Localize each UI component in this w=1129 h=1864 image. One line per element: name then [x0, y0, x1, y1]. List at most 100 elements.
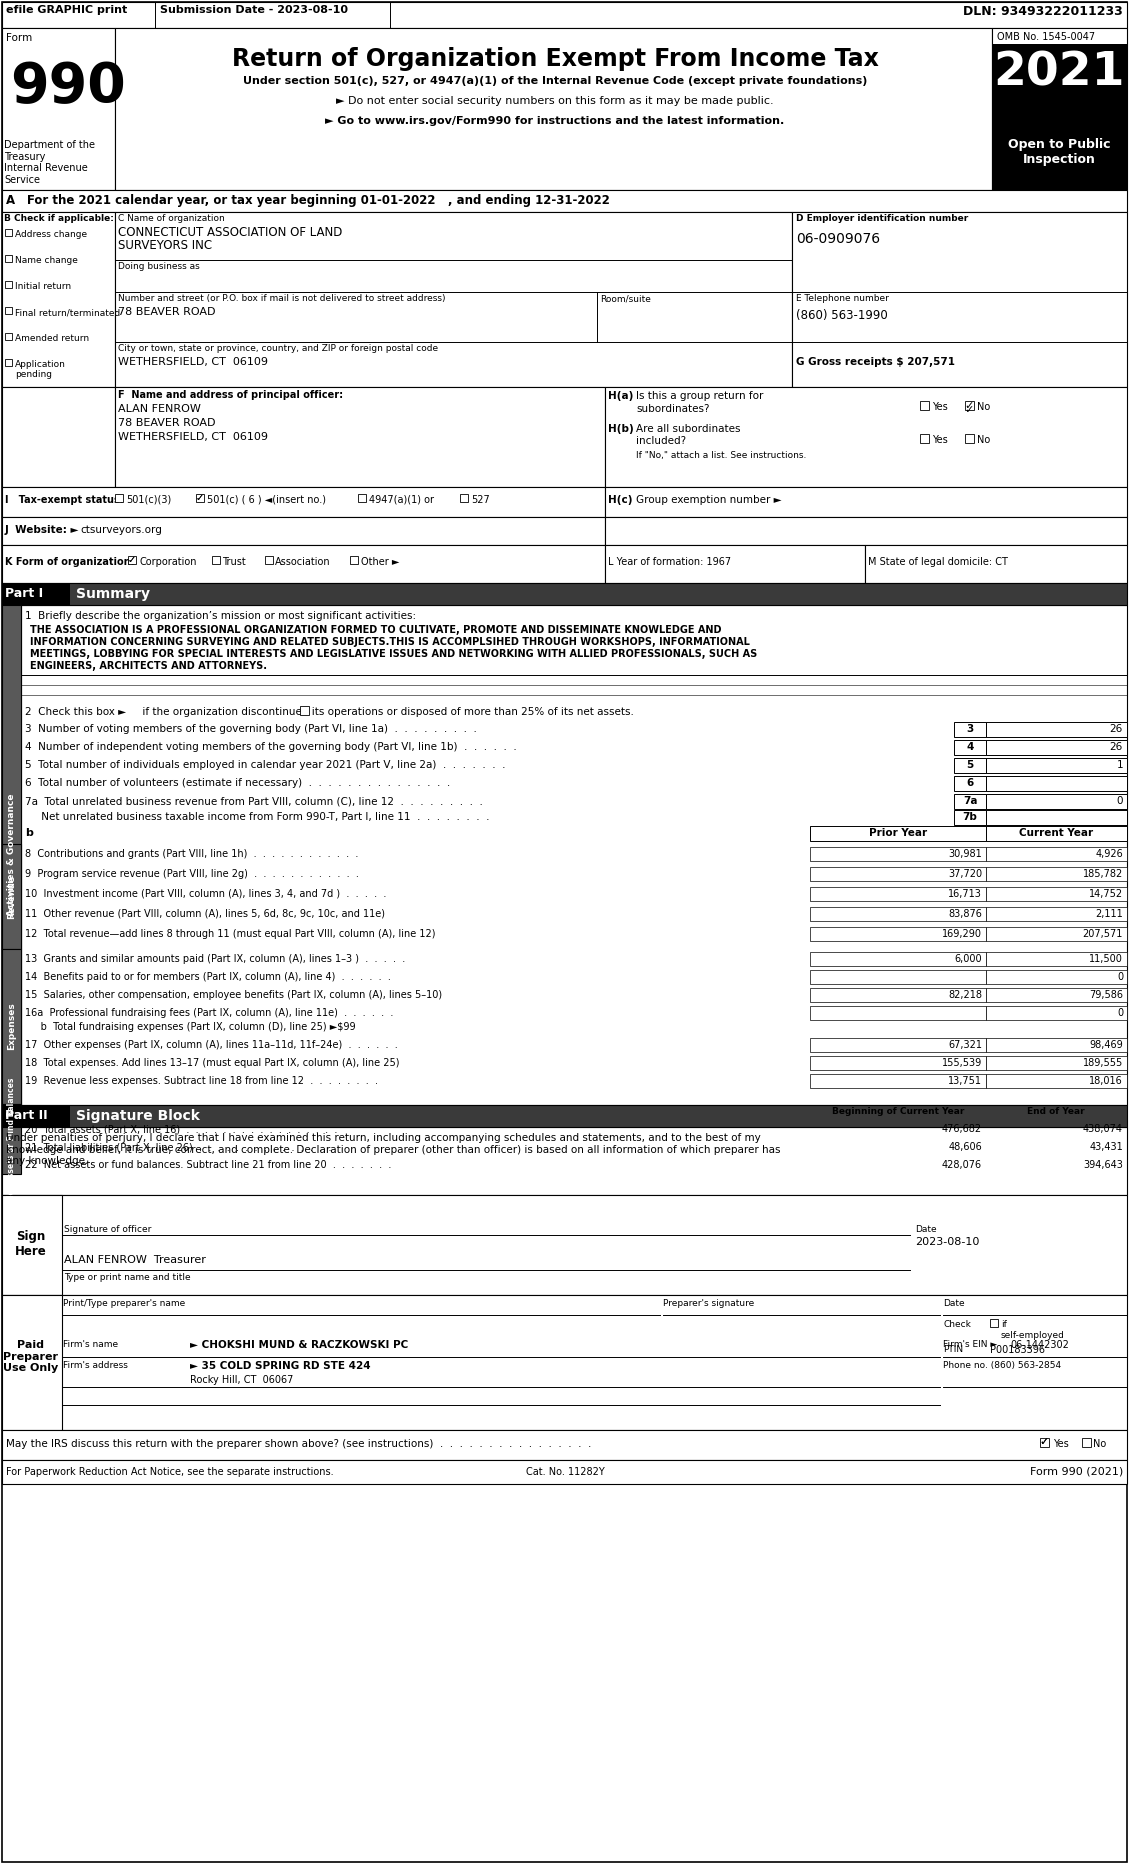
Text: b: b — [25, 828, 33, 839]
Text: 428,076: 428,076 — [942, 1159, 982, 1171]
Bar — [350, 555, 358, 565]
Text: 83,876: 83,876 — [948, 910, 982, 919]
Text: End of Year: End of Year — [1027, 1107, 1085, 1117]
Text: INFORMATION CONCERNING SURVEYING AND RELATED SUBJECTS.THIS IS ACCOMPLSIHED THROU: INFORMATION CONCERNING SURVEYING AND REL… — [30, 637, 750, 647]
Text: Date: Date — [914, 1225, 937, 1234]
Text: 7b: 7b — [963, 813, 978, 822]
Text: 21  Total liabilities (Part X, line 26)  .  .  .  .  .  .  .  .  .  .  .  .  .  : 21 Total liabilities (Part X, line 26) .… — [25, 1143, 332, 1152]
Text: Current Year: Current Year — [1019, 828, 1093, 839]
Text: 78 BEAVER ROAD: 78 BEAVER ROAD — [119, 308, 216, 317]
Text: 43,431: 43,431 — [1089, 1143, 1123, 1152]
Bar — [809, 826, 986, 841]
Text: Yes: Yes — [933, 434, 947, 445]
Bar — [5, 281, 12, 289]
Bar — [21, 606, 1127, 1105]
Text: Address change: Address change — [15, 229, 87, 239]
Text: Signature Block: Signature Block — [76, 1109, 200, 1122]
Bar — [965, 434, 974, 444]
Text: No: No — [977, 403, 990, 412]
Text: Firm's address: Firm's address — [63, 1361, 128, 1370]
Bar — [809, 1105, 986, 1120]
Bar — [992, 45, 1127, 125]
Text: 9  Program service revenue (Part VIII, line 2g)  .  .  .  .  .  .  .  .  .  .  .: 9 Program service revenue (Part VIII, li… — [25, 869, 359, 880]
Text: WETHERSFIELD, CT  06109: WETHERSFIELD, CT 06109 — [119, 432, 268, 442]
Text: Form: Form — [6, 34, 33, 43]
Bar — [809, 846, 986, 861]
Bar — [2, 1295, 1127, 1430]
Text: 15  Salaries, other compensation, employee benefits (Part IX, column (A), lines : 15 Salaries, other compensation, employe… — [25, 990, 443, 999]
Bar — [2, 487, 605, 516]
Bar — [986, 867, 1127, 882]
Text: 207,571: 207,571 — [1083, 928, 1123, 939]
Text: 6,000: 6,000 — [954, 954, 982, 964]
Bar — [2, 388, 115, 487]
Bar — [809, 1158, 986, 1172]
Text: ► CHOKSHI MUND & RACZKOWSKI PC: ► CHOKSHI MUND & RACZKOWSKI PC — [190, 1340, 409, 1350]
Bar — [992, 28, 1127, 190]
Text: Under section 501(c), 527, or 4947(a)(1) of the Internal Revenue Code (except pr: Under section 501(c), 527, or 4947(a)(1)… — [243, 76, 867, 86]
Bar — [986, 1141, 1127, 1154]
Text: 10  Investment income (Part VIII, column (A), lines 3, 4, and 7d )  .  .  .  .  : 10 Investment income (Part VIII, column … — [25, 889, 386, 898]
Text: Signature of officer: Signature of officer — [64, 1225, 151, 1234]
Text: F  Name and address of principal officer:: F Name and address of principal officer: — [119, 390, 343, 401]
Text: Yes: Yes — [933, 403, 947, 412]
Text: Sign
Here: Sign Here — [15, 1230, 47, 1258]
Bar — [954, 740, 986, 755]
Text: Room/suite: Room/suite — [599, 295, 651, 304]
Text: P00183396: P00183396 — [990, 1346, 1045, 1355]
Text: if: if — [1001, 1320, 1007, 1329]
Bar — [809, 1141, 986, 1154]
Text: 4: 4 — [966, 742, 973, 751]
Bar — [954, 721, 986, 736]
Bar — [2, 212, 115, 388]
Text: ENGINEERS, ARCHITECTS AND ATTORNEYS.: ENGINEERS, ARCHITECTS AND ATTORNEYS. — [30, 662, 266, 671]
Bar — [809, 988, 986, 1003]
Text: PTIN: PTIN — [943, 1346, 963, 1353]
Bar — [986, 811, 1127, 826]
Bar — [992, 125, 1127, 190]
Text: 4  Number of independent voting members of the governing body (Part VI, line 1b): 4 Number of independent voting members o… — [25, 742, 517, 751]
Text: (860) 563-1990: (860) 563-1990 — [796, 309, 887, 322]
Text: J  Website: ►: J Website: ► — [5, 526, 79, 535]
Text: 2023-08-10: 2023-08-10 — [914, 1238, 979, 1247]
Text: A For the 2021 calendar year, or tax year beginning 01-01-2022   , and ending 12: A For the 2021 calendar year, or tax yea… — [6, 194, 610, 207]
Text: 7a  Total unrelated business revenue from Part VIII, column (C), line 12  .  .  : 7a Total unrelated business revenue from… — [25, 796, 483, 805]
Text: Is this a group return for: Is this a group return for — [636, 391, 763, 401]
Text: L Year of formation: 1967: L Year of formation: 1967 — [609, 557, 732, 567]
Text: ► 35 COLD SPRING RD STE 424: ► 35 COLD SPRING RD STE 424 — [190, 1361, 370, 1372]
Bar — [2, 844, 21, 949]
Text: Cat. No. 11282Y: Cat. No. 11282Y — [526, 1467, 604, 1476]
Text: OMB No. 1545-0047: OMB No. 1545-0047 — [997, 32, 1095, 43]
Bar — [986, 926, 1127, 941]
Text: 30,981: 30,981 — [948, 848, 982, 859]
Text: Association: Association — [275, 557, 331, 567]
Bar — [300, 706, 309, 716]
Text: Activities & Governance: Activities & Governance — [7, 794, 16, 917]
Text: ► Do not enter social security numbers on this form as it may be made public.: ► Do not enter social security numbers o… — [336, 97, 773, 106]
Text: ✓: ✓ — [965, 401, 974, 410]
Text: 0: 0 — [1117, 971, 1123, 982]
Bar — [986, 826, 1127, 841]
Bar — [809, 1007, 986, 1020]
Bar — [809, 867, 986, 882]
Bar — [809, 1038, 986, 1051]
Bar — [954, 811, 986, 826]
Bar — [990, 1320, 998, 1327]
Bar — [986, 721, 1127, 736]
Text: 189,555: 189,555 — [1083, 1059, 1123, 1068]
Text: 20  Total assets (Part X, line 16)  .  .  .  .  .  .  .  .  .  .  .  .  .  .  . : 20 Total assets (Part X, line 16) . . . … — [25, 1124, 338, 1133]
Text: E Telephone number: E Telephone number — [796, 295, 889, 304]
Text: Return of Organization Exempt From Income Tax: Return of Organization Exempt From Incom… — [231, 47, 878, 71]
Text: 11,500: 11,500 — [1089, 954, 1123, 964]
Text: H(c): H(c) — [609, 496, 632, 505]
Bar — [358, 494, 366, 501]
Bar — [986, 740, 1127, 755]
Text: May the IRS discuss this return with the preparer shown above? (see instructions: May the IRS discuss this return with the… — [6, 1439, 592, 1448]
Bar — [865, 544, 1127, 583]
Bar — [920, 401, 929, 410]
Bar — [793, 212, 1127, 388]
Text: 394,643: 394,643 — [1083, 1159, 1123, 1171]
Text: 2,111: 2,111 — [1095, 910, 1123, 919]
Text: ✓: ✓ — [196, 492, 204, 503]
Text: Beginning of Current Year: Beginning of Current Year — [832, 1107, 964, 1117]
